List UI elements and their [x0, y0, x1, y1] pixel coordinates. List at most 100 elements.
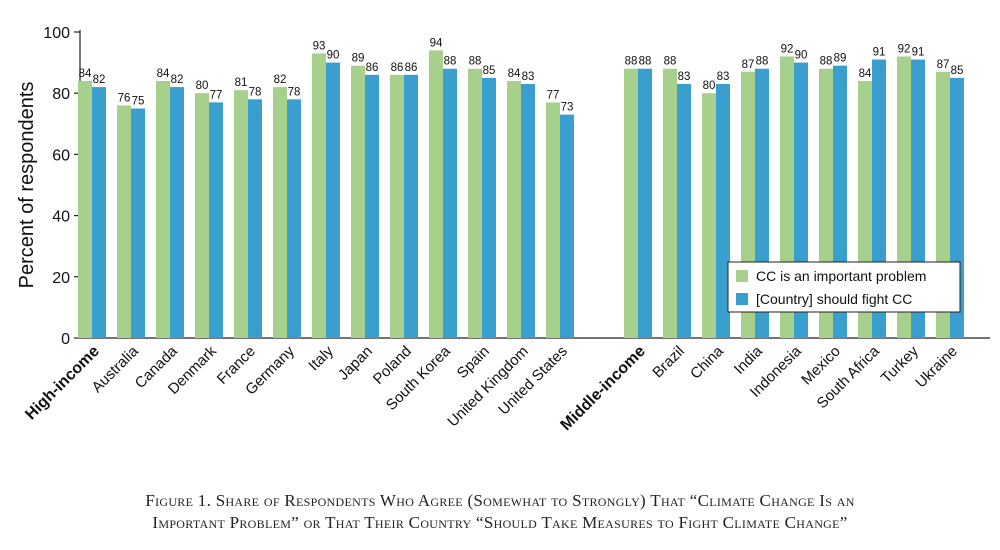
y-tick-label: 40 [52, 209, 70, 226]
bar-value-label: 77 [547, 89, 560, 101]
bar-should-fight [716, 84, 730, 339]
figure-caption: Figure 1. Share of Respondents Who Agree… [20, 490, 980, 534]
category-label: India [731, 342, 766, 377]
bar-value-label: 88 [756, 56, 769, 68]
legend-entry: CC is an important problem [756, 268, 926, 284]
bar-value-label: 92 [781, 43, 794, 55]
bar-should-fight [443, 68, 457, 338]
bar-should-fight [92, 87, 106, 338]
bar-value-label: 82 [93, 74, 106, 86]
bar-important-problem [663, 68, 677, 338]
bar-important-problem [468, 68, 482, 338]
bar-should-fight [170, 87, 184, 338]
chart-axes: 0 20 40 60 80 100 Percent of respondents [16, 25, 990, 348]
bar-should-fight [248, 99, 262, 338]
bar-important-problem [195, 93, 209, 338]
bar-value-label: 87 [742, 59, 755, 71]
bar-value-label: 92 [898, 43, 911, 55]
bar-value-label: 87 [937, 59, 950, 71]
bar-value-label: 88 [664, 56, 677, 68]
bar-value-label: 88 [444, 56, 457, 68]
bar-should-fight [209, 102, 223, 338]
legend-swatch [736, 270, 748, 282]
bar-value-label: 86 [391, 62, 404, 74]
bar-should-fight [677, 84, 691, 339]
bar-important-problem [507, 80, 521, 339]
bar-value-label: 83 [717, 71, 730, 83]
bar-value-label: 75 [132, 96, 145, 108]
caption-line-2: Important Problem” or That Their Country… [152, 513, 848, 532]
y-tick-label: 100 [43, 25, 70, 42]
legend-entry: [Country] should fight CC [756, 291, 912, 307]
bar-important-problem [546, 102, 560, 338]
chart-legend: CC is an important problem [Country] shou… [727, 261, 961, 313]
bar-important-problem [273, 87, 287, 338]
bar-important-problem [234, 90, 248, 338]
bar-value-label: 80 [703, 80, 716, 92]
bar-should-fight [560, 114, 574, 339]
bar-value-label: 73 [561, 102, 574, 114]
bar-value-label: 80 [196, 80, 209, 92]
bar-value-label: 84 [79, 68, 92, 80]
bar-important-problem [117, 105, 131, 338]
legend-swatch [736, 293, 748, 305]
bar-value-label: 88 [820, 56, 833, 68]
bar-value-label: 84 [859, 68, 872, 80]
bar-value-label: 84 [508, 68, 521, 80]
bar-important-problem [78, 80, 92, 339]
bar-should-fight [131, 108, 145, 338]
bar-value-label: 84 [157, 68, 170, 80]
chart-area: 0 20 40 60 80 100 Percent of respondents 84 82 H… [16, 25, 990, 434]
y-axis-label: Percent of respondents [16, 82, 38, 289]
bar-value-label: 83 [678, 71, 691, 83]
bar-value-label: 93 [313, 40, 326, 52]
bar-value-label: 77 [210, 89, 223, 101]
bar-value-label: 88 [639, 56, 652, 68]
category-label: Japan [335, 343, 376, 384]
bar-value-label: 78 [288, 86, 301, 98]
bar-value-label: 91 [912, 47, 925, 59]
y-tick-label: 20 [52, 270, 70, 287]
group-label: Middle-income [558, 343, 649, 434]
bar-should-fight [521, 84, 535, 339]
category-label: Italy [305, 342, 337, 374]
bar-should-fight [326, 62, 340, 338]
bar-important-problem [312, 53, 326, 339]
bar-important-problem [702, 93, 716, 338]
category-label: China [687, 342, 727, 382]
legend-box [727, 261, 961, 313]
bar-important-problem [351, 65, 365, 338]
bar-important-problem [390, 74, 404, 338]
bar-value-label: 90 [795, 50, 808, 62]
y-tick-label: 80 [52, 86, 70, 103]
bar-value-label: 88 [625, 56, 638, 68]
caption-line-1: Figure 1. Share of Respondents Who Agree… [145, 491, 855, 510]
bar-important-problem [429, 50, 443, 339]
bar-should-fight [287, 99, 301, 338]
bar-value-label: 94 [430, 37, 443, 49]
bar-value-label: 78 [249, 86, 262, 98]
category-label: United States [495, 343, 571, 419]
bar-value-label: 86 [366, 62, 379, 74]
bar-value-label: 89 [834, 53, 847, 65]
bar-value-label: 83 [522, 71, 535, 83]
bar-value-label: 89 [352, 53, 365, 65]
category-label: Ukraine [912, 343, 961, 392]
bar-value-label: 82 [274, 74, 287, 86]
bar-value-label: 90 [327, 50, 340, 62]
bar-value-label: 85 [951, 65, 964, 77]
bar-should-fight [482, 77, 496, 339]
y-tick-label: 60 [52, 147, 70, 164]
bar-should-fight [404, 74, 418, 338]
y-tick-label: 0 [61, 331, 70, 348]
bar-value-label: 91 [873, 47, 886, 59]
bar-value-label: 76 [118, 92, 131, 104]
bar-should-fight [365, 74, 379, 338]
bar-value-label: 82 [171, 74, 184, 86]
bar-value-label: 81 [235, 77, 248, 89]
bar-should-fight [638, 68, 652, 338]
category-label: Brazil [649, 343, 688, 382]
bar-important-problem [624, 68, 638, 338]
bar-important-problem [156, 80, 170, 339]
bar-value-label: 85 [483, 65, 496, 77]
